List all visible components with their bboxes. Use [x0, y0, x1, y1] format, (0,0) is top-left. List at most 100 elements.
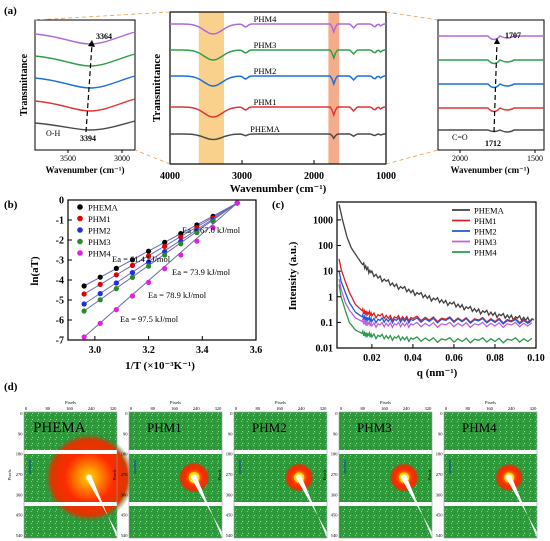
ftir-main-trace — [170, 49, 386, 61]
arrhenius-point-phm3 — [145, 263, 152, 269]
saxs-trace-phema — [338, 204, 535, 324]
saxs-detector-gap — [234, 450, 327, 454]
arrhenius-x-tick-label: 3.4 — [196, 345, 209, 356]
ftir-main-trace — [170, 75, 386, 87]
saxs-top-tick-label: 240 — [403, 406, 411, 411]
arrhenius-ea-annotation: Ea = 67.0 kJ/mol — [182, 225, 241, 235]
saxs-detector-gap — [24, 450, 117, 454]
saxs-x-axis-label: q (nm⁻¹) — [417, 367, 458, 379]
saxs-sample-label: PHM3 — [357, 420, 392, 435]
arrhenius-point-phm1 — [178, 234, 184, 240]
arrhenius-point-phm1 — [162, 243, 168, 249]
arrhenius-point-phema — [129, 257, 136, 263]
saxs-beamstop — [192, 475, 222, 538]
saxs-side-tick-label: 90 — [438, 431, 443, 436]
saxs-frame — [336, 201, 537, 349]
ftir-right-trace — [438, 35, 544, 41]
ftir-highlight-oh — [198, 12, 224, 164]
ftir-left-trace — [34, 75, 136, 89]
ftir-right-peak-label-top: 1707 — [505, 31, 521, 40]
arrhenius-x-tick-label: 3.2 — [142, 345, 155, 356]
saxs-sample-label: PHM2 — [252, 420, 287, 435]
saxs-y-tick-label: 0.01 — [316, 344, 334, 355]
saxs-side-tick-label: 0 — [20, 411, 23, 416]
saxs-side-tick-label: 450 — [436, 513, 444, 518]
saxs-top-tick-label: 160 — [381, 406, 389, 411]
saxs-side-tick-label: 0 — [440, 411, 443, 416]
saxs-trace-phm3 — [338, 278, 533, 329]
saxs-side-tick-label: 270 — [16, 472, 24, 477]
arrhenius-point-phm1 — [145, 253, 152, 259]
saxs-detector-gap — [24, 502, 117, 506]
saxs-side-tick-label: 540 — [16, 533, 24, 538]
arrhenius-point-phm1 — [129, 262, 136, 268]
saxs-detector-gap — [129, 502, 222, 506]
ftir-main-y-axis-label: Transmittance — [151, 54, 163, 122]
arrhenius-point-phm3 — [97, 297, 103, 303]
saxs-detector-gap — [129, 450, 222, 454]
saxs-side-tick-label: 180 — [331, 452, 339, 457]
panel-label-a: (a) — [4, 5, 17, 17]
arrhenius-point-phm3 — [194, 230, 200, 236]
ftir-left-trace — [34, 120, 136, 131]
saxs-pattern-phema: 0 80 160 240 320 Pixels 0 90 180 270 360 450 540 Pixe… — [7, 400, 135, 539]
ftir-left-peak-label-bottom: 3394 — [80, 134, 96, 143]
ftir-main-x-tick-label: 3000 — [232, 171, 252, 182]
saxs-sample-label: PHM4 — [462, 420, 497, 435]
ftir-right-trace — [438, 107, 544, 113]
arrhenius-x-tick-label: 3.0 — [89, 345, 102, 356]
saxs-top-axis-title: Pixels — [380, 400, 391, 405]
saxs-side-tick-label: 0 — [335, 411, 338, 416]
arrhenius-point-phm4 — [178, 252, 184, 258]
ftir-highlight-co — [328, 12, 340, 164]
ftir-left-x-axis-label: Wavenumber (cm⁻¹) — [45, 165, 124, 175]
saxs-side-tick-label: 90 — [333, 431, 338, 436]
saxs-beamstop-head — [506, 474, 513, 481]
saxs-y-tick-label: 10 — [323, 267, 333, 278]
ftir-left-inset: 3364 3394 O-H Transmittance 3500 3000 Wavenumb… — [19, 19, 136, 175]
saxs-detector-gap — [444, 502, 537, 506]
arrhenius-point-phema — [113, 265, 119, 271]
saxs-side-tick-label: 360 — [121, 492, 129, 497]
saxs-side-tick-label: 270 — [121, 472, 129, 477]
arrhenius-point-phm4 — [129, 293, 136, 299]
arrhenius-frame — [67, 199, 257, 341]
ftir-main-x-tick-label: 4000 — [160, 171, 180, 182]
saxs-x-tick-label: 0.08 — [486, 353, 504, 364]
saxs-x-tick-label: 0.10 — [527, 353, 545, 364]
saxs-top-tick-label: 80 — [466, 406, 471, 411]
saxs-top-tick-label: 160 — [276, 406, 284, 411]
arrhenius-point-phm3 — [162, 252, 168, 258]
saxs-x-tick-label: 0.04 — [404, 353, 422, 364]
arrhenius-point-phm4 — [194, 238, 200, 244]
saxs-series-group — [338, 204, 535, 344]
saxs-top-tick-label: 320 — [320, 406, 328, 411]
ftir-right-inset: 1707 1712 C=O 2000 1500 Wavenumber (cm⁻¹) — [437, 19, 545, 175]
saxs-legend-label: PHM4 — [474, 248, 497, 258]
panel-label-b: (b) — [4, 199, 18, 211]
ftir-left-peak-label-top: 3364 — [96, 32, 112, 41]
saxs-legend-label: PHM3 — [474, 237, 497, 247]
arrhenius-legend-marker — [77, 250, 83, 256]
saxs-pattern-phm1: 0 80 160 240 320 Pixels 0 90 180 270 360 450 540 Pixe… — [112, 400, 223, 539]
saxs-x-tick-label: 0.02 — [363, 353, 381, 364]
saxs-top-tick-label: 80 — [151, 406, 156, 411]
ftir-left-x-tick-label: 3500 — [60, 154, 76, 163]
saxs-top-tick-label: 80 — [46, 406, 51, 411]
arrhenius-point-phm3 — [81, 308, 87, 314]
ftir-left-arrowhead — [88, 40, 95, 47]
ftir-right-arrowhead — [494, 38, 500, 44]
arrhenius-point-phm4 — [81, 334, 87, 340]
arrhenius-y-axis-label: ln(aT) — [29, 256, 41, 286]
arrhenius-point-phm2 — [129, 270, 136, 276]
saxs-pattern-phm2: 0 80 160 240 320 Pixels 0 90 180 270 360 450 540 Pixe… — [217, 400, 328, 539]
ftir-left-trace — [34, 31, 136, 45]
ftir-main-frame — [169, 11, 387, 165]
arrhenius-y-tick-label: -5 — [56, 296, 64, 307]
saxs-beamstop-head — [296, 474, 303, 481]
saxs-side-tick-label: 90 — [18, 431, 23, 436]
saxs-beamstop-head — [191, 474, 198, 481]
saxs-side-tick-label: 360 — [331, 492, 339, 497]
saxs-top-tick-label: 80 — [256, 406, 261, 411]
